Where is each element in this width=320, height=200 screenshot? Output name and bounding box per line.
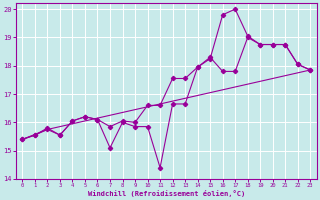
X-axis label: Windchill (Refroidissement éolien,°C): Windchill (Refroidissement éolien,°C) — [88, 190, 245, 197]
